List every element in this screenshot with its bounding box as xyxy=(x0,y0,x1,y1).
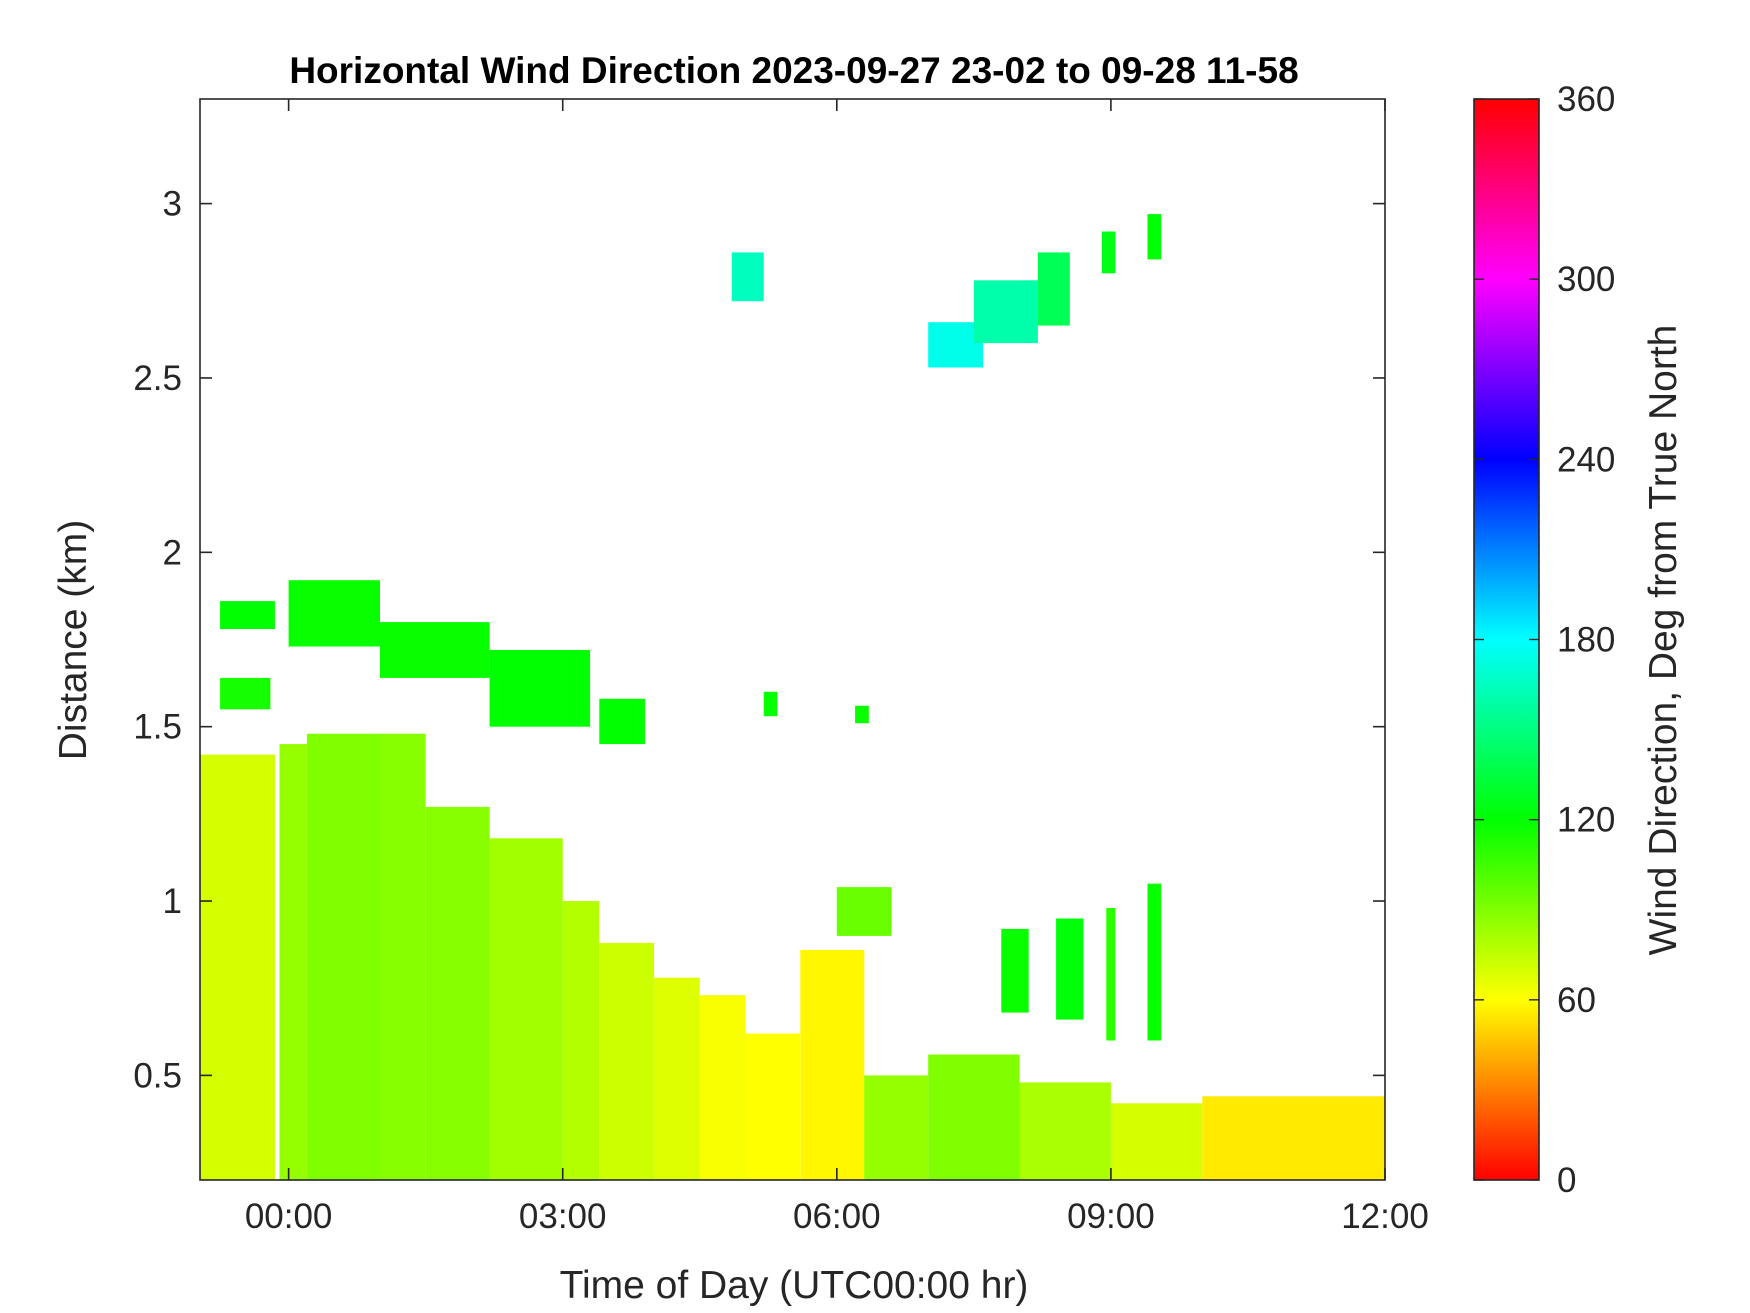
heatmap-region-28 xyxy=(928,322,983,368)
x-tick-label: 06:00 xyxy=(793,1197,881,1236)
heatmap-region-6 xyxy=(562,901,600,1180)
heatmap-region-33 xyxy=(731,252,764,302)
chart-title: Horizontal Wind Direction 2023-09-27 23-… xyxy=(289,50,1298,91)
heatmap-region-3 xyxy=(380,733,426,1180)
heatmap-region-22 xyxy=(220,677,271,710)
colorbar-tick-label: 240 xyxy=(1557,440,1615,479)
colorbar-tick-label: 300 xyxy=(1557,260,1615,299)
heatmap-region-8 xyxy=(654,977,700,1180)
heatmap-region-35 xyxy=(855,705,869,724)
colorbar-ticks: 0 60 120 180 240 300 360 xyxy=(1474,80,1615,1200)
heatmap-region-26 xyxy=(1147,883,1162,1041)
heatmap-region-31 xyxy=(1101,231,1116,274)
heatmap-region-0 xyxy=(200,754,275,1180)
x-axis-label: Time of Day (UTC00:00 hr) xyxy=(560,1264,1029,1307)
heatmap-region-4 xyxy=(425,806,490,1180)
colorbar-tick-label: 180 xyxy=(1557,621,1615,660)
y-axis-label: Distance (km) xyxy=(52,520,95,761)
colorbar-tick-label: 360 xyxy=(1557,80,1615,119)
y-tick-label: 0.5 xyxy=(133,1056,182,1095)
colorbar-tick-label: 0 xyxy=(1557,1161,1576,1200)
heatmap-region-7 xyxy=(599,942,655,1180)
heatmap-region-25 xyxy=(1106,908,1116,1041)
colorbar-tick-label: 60 xyxy=(1557,981,1596,1020)
heatmap-region-29 xyxy=(973,280,1038,344)
heatmap-region-1 xyxy=(279,744,307,1180)
heatmap-region-24 xyxy=(1056,918,1084,1020)
x-tick-label: 12:00 xyxy=(1341,1197,1429,1236)
heatmap-region-18 xyxy=(288,580,380,647)
heatmap-region-32 xyxy=(1147,214,1162,260)
x-axis-ticks: 00:00 03:00 06:00 09:00 12:00 xyxy=(245,99,1429,1236)
heatmap-region-19 xyxy=(380,622,490,678)
colorbar-label: Wind Direction, Deg from True North xyxy=(1642,325,1685,956)
heatmap-region-5 xyxy=(489,838,563,1180)
heatmap-region-30 xyxy=(1037,252,1070,326)
heatmap-region-23 xyxy=(1001,928,1029,1013)
y-tick-label: 1 xyxy=(163,882,182,921)
plot-frame xyxy=(199,98,1386,1181)
y-tick-label: 2.5 xyxy=(133,359,182,398)
y-tick-label: 2 xyxy=(163,533,182,572)
heatmap-region-34 xyxy=(763,691,778,717)
heatmap-region-27 xyxy=(836,887,892,936)
heatmap-region-9 xyxy=(699,995,746,1180)
heatmap-region-15 xyxy=(1110,1103,1203,1180)
x-tick-label: 09:00 xyxy=(1067,1197,1155,1236)
heatmap-region-17 xyxy=(220,601,275,629)
heatmap-region-14 xyxy=(1019,1082,1111,1180)
heatmap-cells xyxy=(200,214,1385,1180)
y-tick-label: 3 xyxy=(163,185,182,224)
y-tick-label: 1.5 xyxy=(133,708,182,747)
heatmap-region-11 xyxy=(800,949,865,1180)
heatmap-region-2 xyxy=(306,733,380,1180)
heatmap-region-12 xyxy=(864,1075,929,1180)
y-axis-ticks: 0.5 1 1.5 2 2.5 3 xyxy=(133,185,1385,1095)
colorbar xyxy=(1473,98,1540,1181)
heatmap-region-21 xyxy=(599,698,645,745)
colorbar-tick-label: 120 xyxy=(1557,801,1615,840)
heatmap-region-13 xyxy=(928,1054,1020,1180)
x-tick-label: 00:00 xyxy=(245,1197,333,1236)
heatmap-region-16 xyxy=(1202,1096,1385,1180)
heatmap-region-10 xyxy=(745,1033,801,1180)
x-tick-label: 03:00 xyxy=(519,1197,607,1236)
heatmap-region-20 xyxy=(489,650,591,727)
